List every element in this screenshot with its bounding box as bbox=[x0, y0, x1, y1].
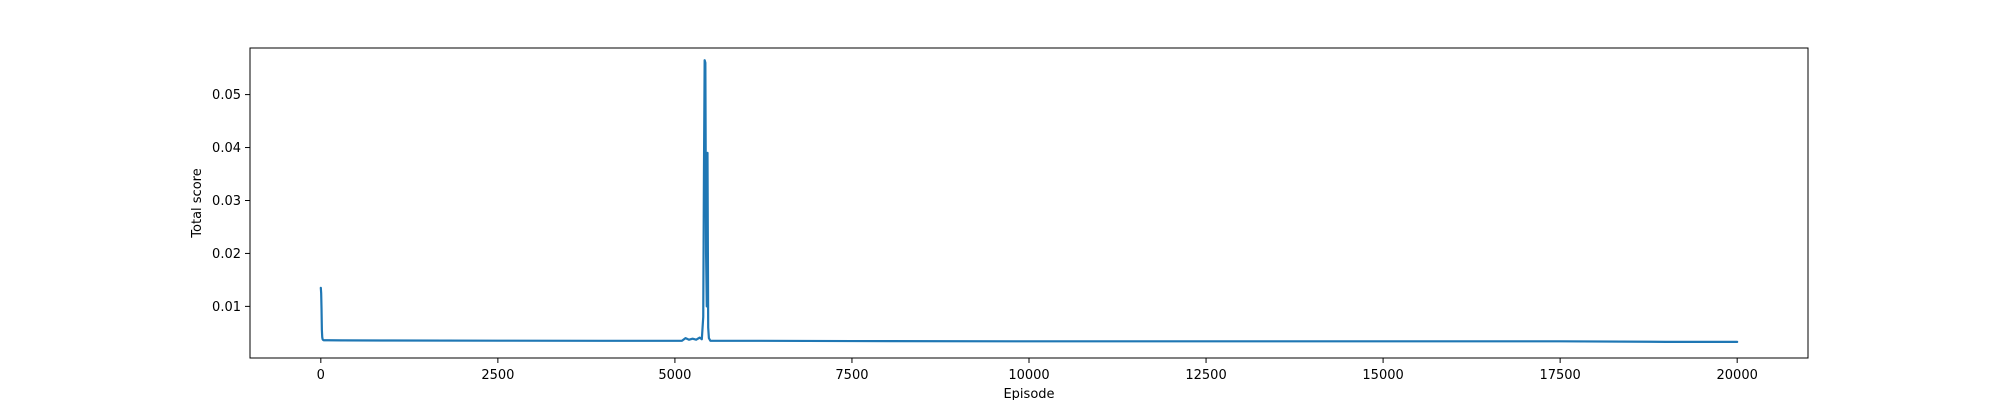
x-tick-label: 10000 bbox=[1008, 368, 1049, 383]
x-tick-label: 7500 bbox=[835, 368, 868, 383]
x-tick-label: 17500 bbox=[1539, 368, 1580, 383]
x-axis-label: Episode bbox=[1003, 387, 1054, 400]
y-axis-ticks: 0.01 0.02 0.03 0.04 0.05 bbox=[212, 88, 250, 315]
y-axis-label: Total score bbox=[190, 168, 205, 238]
y-tick-label: 0.03 bbox=[212, 194, 241, 209]
y-tick-label: 0.01 bbox=[212, 300, 241, 315]
x-tick-label: 12500 bbox=[1185, 368, 1226, 383]
x-axis-ticks: 0 2500 5000 7500 10000 12500 15000 17500 20000 bbox=[317, 358, 1758, 383]
plot-frame bbox=[249, 47, 1809, 359]
y-tick-label: 0.04 bbox=[212, 141, 241, 156]
x-tick-label: 20000 bbox=[1717, 368, 1758, 383]
x-tick-label: 2500 bbox=[481, 368, 514, 383]
y-tick-label: 0.05 bbox=[212, 88, 241, 103]
x-tick-label: 5000 bbox=[658, 368, 691, 383]
x-tick-label: 15000 bbox=[1362, 368, 1403, 383]
series-line bbox=[319, 59, 1739, 343]
x-tick-label: 0 bbox=[317, 368, 325, 383]
y-tick-label: 0.02 bbox=[212, 247, 241, 262]
